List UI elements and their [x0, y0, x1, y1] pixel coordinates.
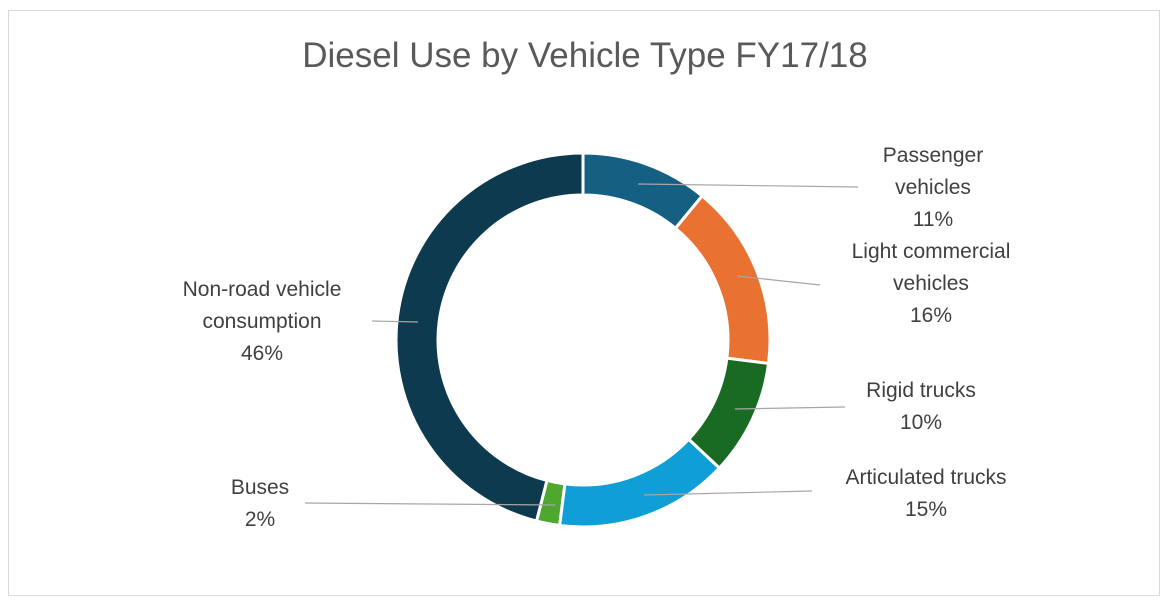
- data-label-4: Buses 2%: [231, 472, 289, 536]
- donut-slice-3: [557, 437, 722, 529]
- data-label-value: 15%: [904, 498, 948, 521]
- leader-line-3: [643, 490, 813, 496]
- data-label-3: Articulated trucks 15%: [845, 462, 1006, 526]
- data-label-category: Rigid trucks: [866, 379, 976, 402]
- donut-slice-5: [394, 151, 585, 523]
- data-label-value: 10%: [899, 411, 943, 434]
- data-label-0: Passenger vehicles 11%: [883, 140, 983, 236]
- data-label-category: Buses: [230, 476, 290, 499]
- data-label-value: 16%: [909, 304, 953, 327]
- leader-line-5: [371, 320, 419, 323]
- donut-slice-1: [673, 193, 772, 366]
- data-label-2: Rigid trucks 10%: [866, 375, 976, 439]
- chart-title: Diesel Use by Vehicle Type FY17/18: [302, 36, 868, 75]
- data-label-category: Articulated trucks: [845, 466, 1007, 489]
- leader-line-2: [734, 406, 846, 410]
- data-label-5: Non-road vehicle consumption 46%: [183, 274, 342, 370]
- leader-line-1: [736, 275, 821, 286]
- data-label-1: Light commercial vehicles 16%: [852, 236, 1011, 332]
- data-label-value: 46%: [240, 342, 284, 365]
- data-label-category: Passenger: [882, 144, 984, 167]
- data-label-category: Non-road vehicle: [182, 278, 342, 301]
- data-label-category: vehicles: [893, 272, 969, 295]
- data-label-category: consumption: [202, 310, 322, 333]
- data-label-value: 2%: [244, 508, 276, 531]
- leader-line-0: [637, 183, 859, 188]
- data-label-category: Light commercial: [851, 240, 1011, 263]
- data-label-category: vehicles: [895, 176, 971, 199]
- leader-line-4: [304, 502, 556, 506]
- chart-area: [8, 10, 1160, 596]
- data-label-value: 11%: [912, 208, 954, 231]
